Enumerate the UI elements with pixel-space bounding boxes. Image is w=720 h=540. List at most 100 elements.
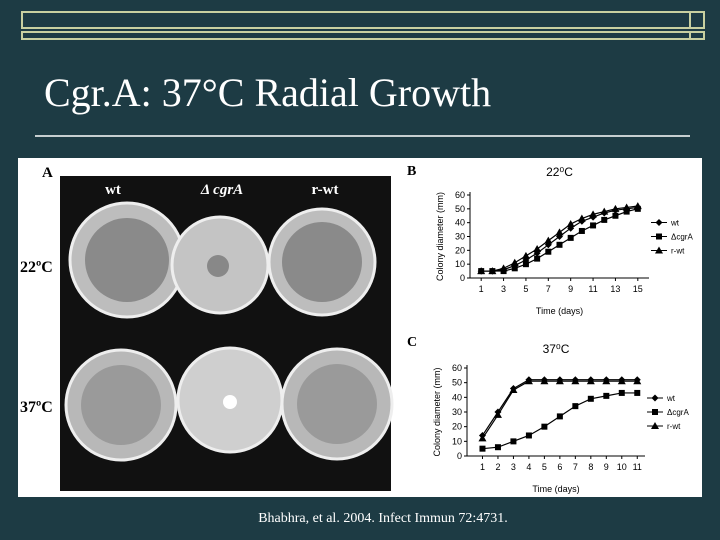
x-axis-label: Time (days) [532,484,579,494]
y-tick-label: 10 [455,259,465,269]
y-tick-label: 50 [452,378,462,388]
data-point [525,432,532,439]
data-point [510,438,517,445]
data-point [479,445,486,452]
data-point [477,267,486,275]
data-point [509,386,518,393]
x-tick-label: 8 [588,462,593,472]
data-point [511,265,518,272]
data-point [524,377,533,385]
legend-label: wt [666,394,676,403]
y-tick-label: 10 [452,436,462,446]
legend-label: wt [670,219,680,228]
data-point [633,377,642,385]
bar-square [689,11,705,29]
data-point [618,389,625,396]
data-point [522,261,529,268]
data-point [555,377,564,385]
data-point [612,212,619,219]
data-point [540,377,549,385]
y-tick-label: 0 [460,273,465,283]
x-tick-label: 6 [557,462,562,472]
x-tick-label: 3 [501,284,506,294]
data-point [611,204,620,212]
data-point [556,241,563,248]
legend-label: r-wt [667,422,681,431]
data-point [571,377,580,385]
y-tick-label: 40 [455,218,465,228]
x-tick-label: 1 [479,284,484,294]
panel-letter: C [407,335,417,350]
data-point [622,203,631,211]
colony [297,364,377,444]
data-point [590,222,597,229]
slide-title: Cgr.A: 37°C Radial Growth [44,70,491,115]
y-tick-label: 60 [455,190,465,200]
data-point [541,423,548,430]
x-tick-label: 4 [526,462,531,472]
data-point [488,267,497,275]
data-point [556,413,563,420]
data-point [589,210,598,218]
legend-marker [655,246,663,254]
y-tick-label: 30 [455,232,465,242]
data-point [634,389,641,396]
column-label: Δ cgrA [200,182,243,198]
legend-marker [652,409,658,415]
y-tick-label: 30 [452,407,462,417]
x-axis-label: Time (days) [536,306,583,316]
y-axis-label: Colony diameter (mm) [435,192,445,281]
panel-letter: A [42,165,53,181]
data-point [555,228,564,236]
data-point [534,255,541,262]
data-point [587,395,594,402]
x-tick-label: 11 [588,284,597,294]
data-point [603,392,610,399]
citation: Bhabhra, et al. 2004. Infect Immun 72:47… [258,511,508,526]
x-tick-label: 9 [568,284,573,294]
column-label: r-wt [312,182,339,198]
x-tick-label: 1 [480,462,485,472]
data-point [544,236,553,244]
column-label: wt [105,182,121,198]
y-tick-label: 0 [457,451,462,461]
x-tick-label: 5 [542,462,547,472]
data-point [545,248,552,255]
x-tick-label: 3 [511,462,516,472]
data-point [633,202,642,210]
colony [223,395,237,409]
y-tick-label: 60 [452,363,462,373]
y-tick-label: 20 [452,422,462,432]
data-point [494,444,501,451]
data-point [493,410,502,418]
y-tick-label: 50 [455,204,465,214]
row-label: 37ºC [20,399,53,416]
y-tick-label: 20 [455,245,465,255]
legend-marker [651,422,659,429]
row-label: 22ºC [20,259,53,276]
panel-letter: B [407,164,416,179]
data-point [510,258,519,266]
legend-marker [656,233,662,240]
data-point [617,377,626,385]
y-axis-label: Colony diameter (mm) [432,367,442,456]
x-tick-label: 13 [610,284,620,294]
legend-label: ΔcgrA [667,408,689,417]
chart-title: 37⁰C [543,342,570,356]
x-tick-label: 9 [604,462,609,472]
data-point [499,264,508,272]
colony [282,222,362,302]
data-point [578,227,585,234]
colony [81,365,161,445]
colony [207,255,229,277]
y-tick-label: 40 [452,392,462,402]
x-tick-label: 7 [573,462,578,472]
x-tick-label: 2 [495,462,500,472]
x-tick-label: 5 [523,284,528,294]
data-point [478,434,487,442]
data-point [601,216,608,223]
data-point [566,220,575,228]
x-tick-label: 11 [633,462,642,472]
